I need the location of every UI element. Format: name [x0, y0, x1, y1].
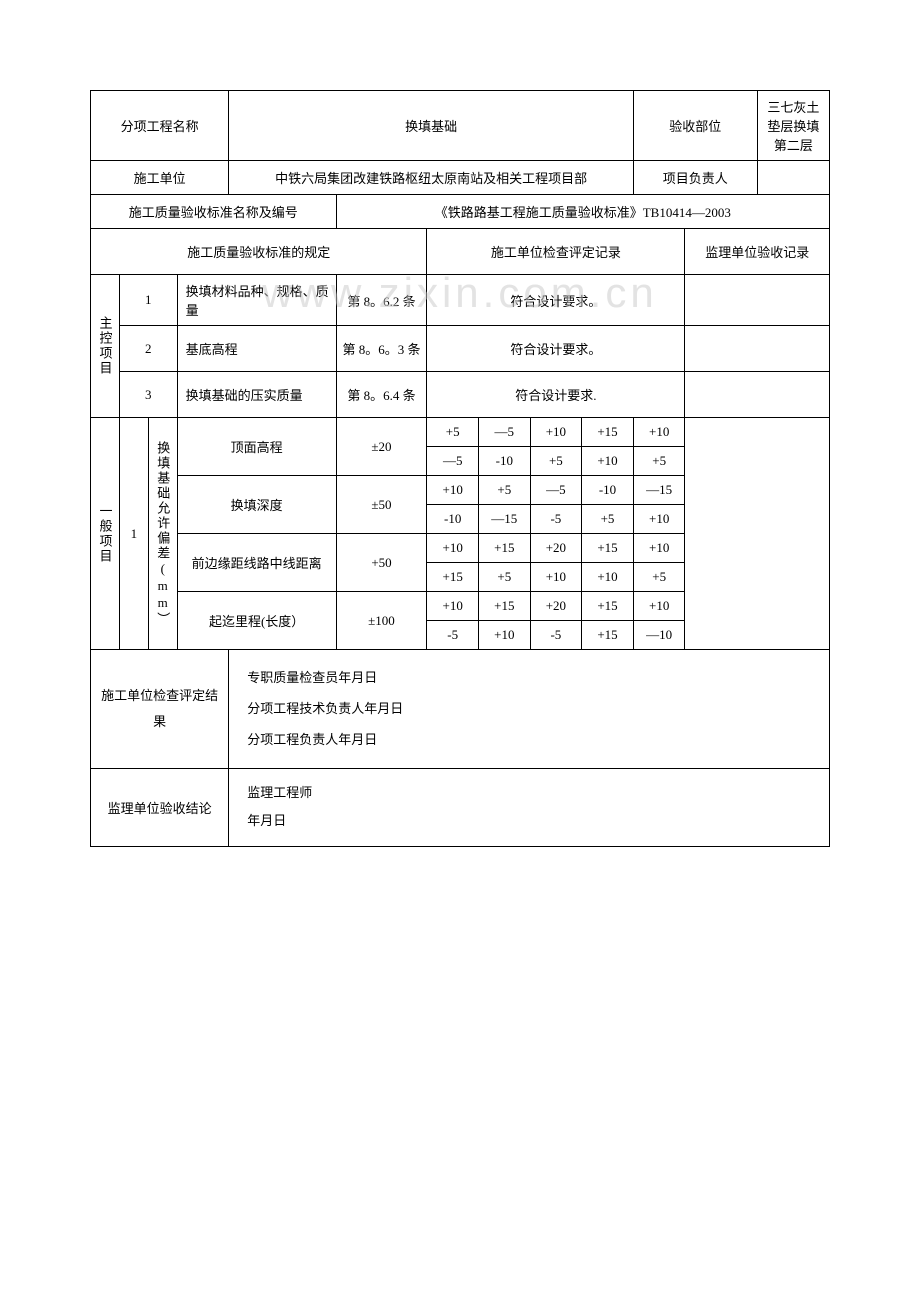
general-tolerance: ±100 — [336, 592, 427, 650]
gv: -10 — [479, 447, 531, 476]
gv: -10 — [427, 505, 479, 534]
gv: +10 — [582, 563, 634, 592]
general-tolerance: ±20 — [336, 418, 427, 476]
gv: +10 — [633, 534, 685, 563]
supervisor-conclusion-label: 监理单位验收结论 — [91, 768, 229, 846]
acceptance-part-value: 三七灰土垫层换填第二层 — [757, 91, 829, 161]
main-items-group: 主控项目 — [91, 275, 120, 418]
standard-name-value: 《铁路路基工程施工质量验收标准》TB10414—2003 — [336, 195, 829, 229]
construction-unit-label: 施工单位 — [91, 161, 229, 195]
general-supervisor — [685, 418, 830, 650]
gv: —5 — [427, 447, 479, 476]
gv: —15 — [633, 476, 685, 505]
main-result: 符合设计要求. — [427, 372, 685, 418]
main-supervisor — [685, 326, 830, 372]
main-clause: 第 8。6.2 条 — [336, 275, 427, 326]
general-tolerance: +50 — [336, 534, 427, 592]
gv: -5 — [530, 505, 582, 534]
gv: +5 — [530, 447, 582, 476]
gv: +15 — [582, 592, 634, 621]
gv: +15 — [582, 534, 634, 563]
gv: +5 — [427, 418, 479, 447]
gv: +15 — [582, 418, 634, 447]
gv: +5 — [582, 505, 634, 534]
gv: +10 — [633, 418, 685, 447]
gv: +5 — [479, 476, 531, 505]
standard-name-label: 施工质量验收标准名称及编号 — [91, 195, 337, 229]
inspection-table: 分项工程名称 换填基础 验收部位 三七灰土垫层换填第二层 施工单位 中铁六局集团… — [90, 90, 830, 847]
gv: +10 — [530, 418, 582, 447]
general-item-name: 换填深度 — [177, 476, 336, 534]
general-items-group: 一般项目 — [91, 418, 120, 650]
project-manager-label: 项目负责人 — [633, 161, 757, 195]
gv: +10 — [427, 476, 479, 505]
main-supervisor — [685, 372, 830, 418]
main-item: 换填材料品种、规格、质量 — [177, 275, 336, 326]
gv: +20 — [530, 534, 582, 563]
main-result: 符合设计要求。 — [427, 326, 685, 372]
gv: +10 — [633, 592, 685, 621]
gv: -10 — [582, 476, 634, 505]
gv: +15 — [427, 563, 479, 592]
subproject-name-label: 分项工程名称 — [91, 91, 229, 161]
main-item: 换填基础的压实质量 — [177, 372, 336, 418]
gv: +10 — [427, 592, 479, 621]
general-no: 1 — [119, 418, 148, 650]
gv: +5 — [633, 563, 685, 592]
inspection-result-label: 施工单位检查评定结果 — [91, 650, 229, 769]
main-no: 3 — [119, 372, 177, 418]
inspection-result-content: 专职质量检查员年月日 分项工程技术负责人年月日 分项工程负责人年月日 — [229, 650, 830, 769]
gv: —10 — [633, 621, 685, 650]
gv: +10 — [633, 505, 685, 534]
construction-unit-value: 中铁六局集团改建铁路枢纽太原南站及相关工程项目部 — [229, 161, 634, 195]
gv: +5 — [479, 563, 531, 592]
gv: —5 — [530, 476, 582, 505]
supervisor-record-label: 监理单位验收记录 — [685, 229, 830, 275]
acceptance-part-label: 验收部位 — [633, 91, 757, 161]
gv: +10 — [530, 563, 582, 592]
general-tolerance: ±50 — [336, 476, 427, 534]
general-sub-label: 换填基础允许偏差(mm） — [148, 418, 177, 650]
gv: —5 — [479, 418, 531, 447]
standard-rules-label: 施工质量验收标准的规定 — [91, 229, 427, 275]
gv: +10 — [582, 447, 634, 476]
main-clause: 第 8。6。3 条 — [336, 326, 427, 372]
main-result: 符合设计要求。 — [427, 275, 685, 326]
gv: +10 — [479, 621, 531, 650]
supervisor-conclusion-content: 监理工程师 年月日 — [229, 768, 830, 846]
gv: —15 — [479, 505, 531, 534]
gv: +10 — [427, 534, 479, 563]
project-manager-value — [757, 161, 829, 195]
main-item: 基底高程 — [177, 326, 336, 372]
gv: +20 — [530, 592, 582, 621]
general-item-name: 前边缘距线路中线距离 — [177, 534, 336, 592]
gv: -5 — [530, 621, 582, 650]
main-clause: 第 8。6.4 条 — [336, 372, 427, 418]
main-no: 1 — [119, 275, 177, 326]
general-item-name: 顶面高程 — [177, 418, 336, 476]
gv: +15 — [582, 621, 634, 650]
main-no: 2 — [119, 326, 177, 372]
general-item-name: 起迄里程(长度） — [177, 592, 336, 650]
gv: +5 — [633, 447, 685, 476]
main-supervisor — [685, 275, 830, 326]
inspection-record-label: 施工单位检查评定记录 — [427, 229, 685, 275]
subproject-name-value: 换填基础 — [229, 91, 634, 161]
gv: -5 — [427, 621, 479, 650]
gv: +15 — [479, 592, 531, 621]
gv: +15 — [479, 534, 531, 563]
